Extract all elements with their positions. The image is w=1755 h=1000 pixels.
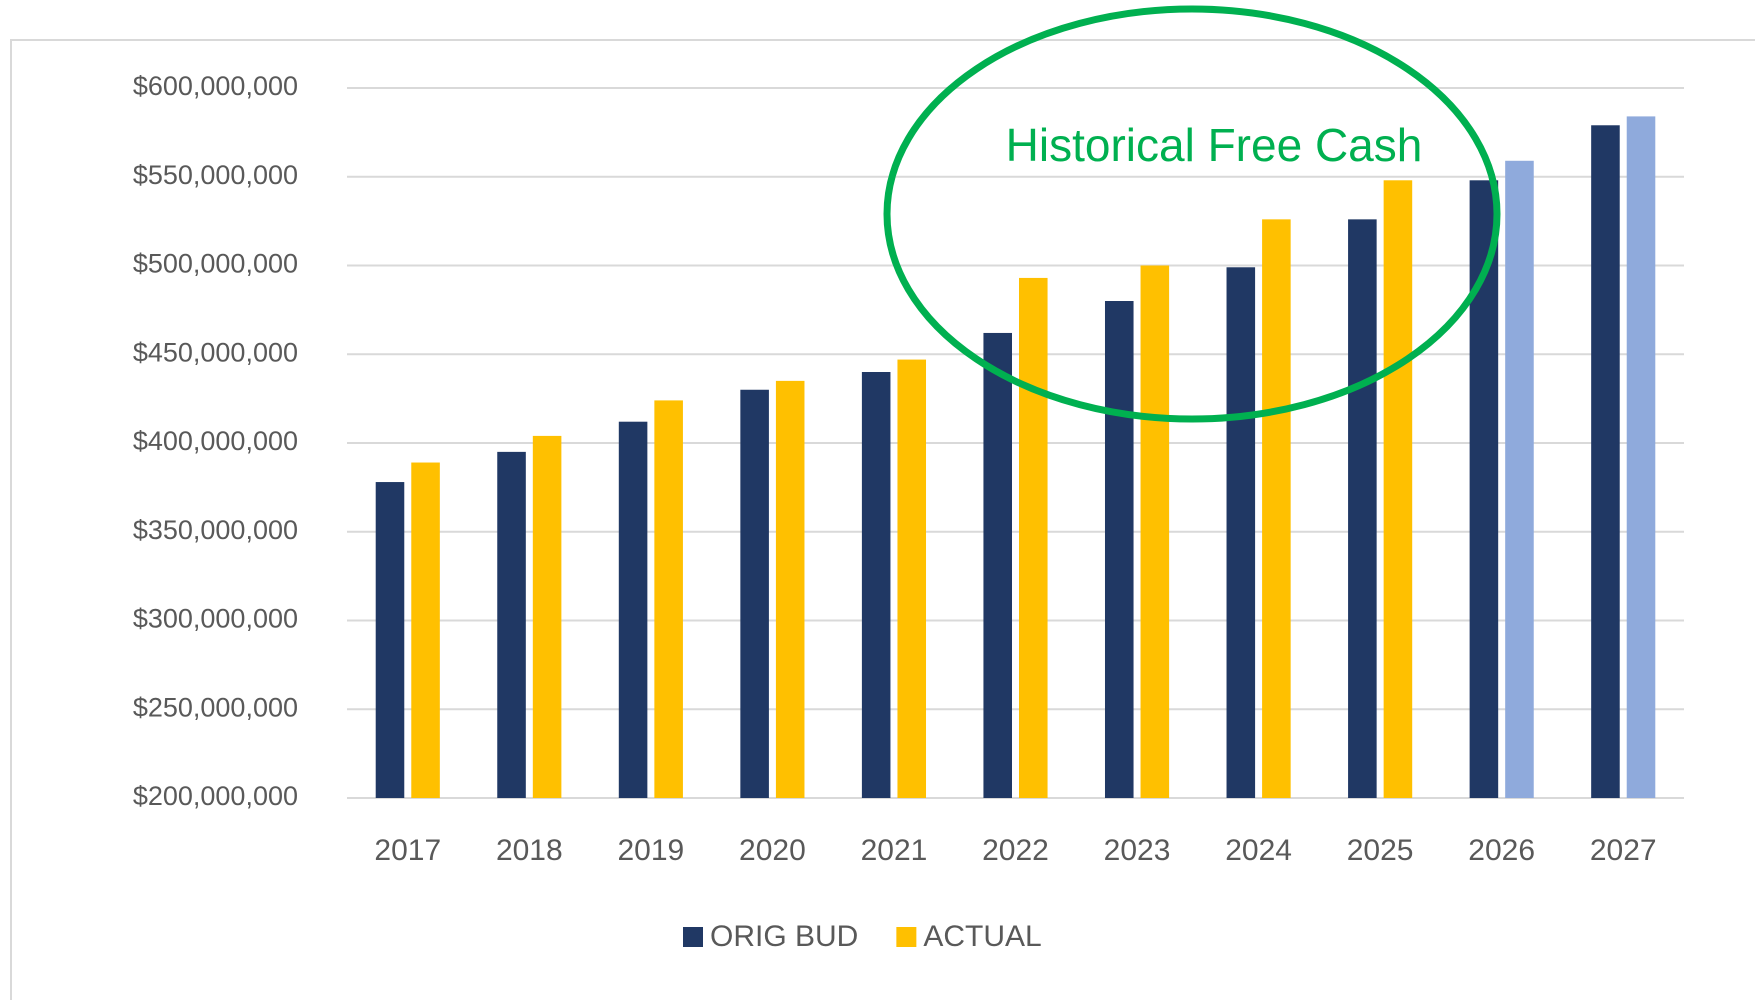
y-tick-label: $500,000,000 bbox=[133, 249, 298, 279]
bar bbox=[1383, 180, 1413, 799]
bar bbox=[1348, 219, 1377, 799]
legend-swatch bbox=[683, 927, 703, 947]
x-tick-label: 2023 bbox=[1104, 834, 1171, 867]
bar bbox=[411, 462, 440, 798]
bar bbox=[1019, 277, 1048, 798]
x-tick-label: 2022 bbox=[982, 834, 1049, 867]
bar bbox=[654, 400, 683, 798]
bar bbox=[1262, 219, 1291, 799]
bar bbox=[1140, 265, 1170, 798]
x-tick-label: 2018 bbox=[496, 834, 563, 867]
y-tick-label: $600,000,000 bbox=[133, 71, 298, 101]
bar bbox=[375, 482, 405, 798]
chart-frame bbox=[10, 39, 1755, 1000]
bar bbox=[740, 389, 769, 798]
bar bbox=[775, 380, 805, 798]
x-tick-label: 2019 bbox=[617, 834, 684, 867]
x-tick-label: 2020 bbox=[739, 834, 806, 867]
x-tick-label: 2027 bbox=[1590, 834, 1657, 867]
bar bbox=[897, 359, 927, 798]
bar bbox=[861, 372, 891, 798]
legend-label: ACTUAL bbox=[923, 920, 1041, 953]
y-tick-label: $450,000,000 bbox=[133, 337, 298, 367]
x-tick-label: 2026 bbox=[1468, 834, 1535, 867]
annotation-ellipse bbox=[883, 5, 1501, 423]
bar bbox=[1505, 160, 1534, 798]
legend-label: ORIG BUD bbox=[710, 920, 858, 953]
y-tick-label: $400,000,000 bbox=[133, 426, 298, 456]
legend-swatch bbox=[896, 927, 917, 947]
annotation: Historical Free Cash bbox=[1006, 119, 1423, 171]
bar bbox=[983, 332, 1012, 798]
bar bbox=[618, 421, 648, 798]
x-tick-label: 2017 bbox=[374, 834, 441, 867]
bar bbox=[1469, 180, 1499, 799]
bar bbox=[1591, 125, 1620, 798]
y-tick-label: $300,000,000 bbox=[133, 604, 298, 634]
bar bbox=[1226, 267, 1256, 798]
y-tick-label: $250,000,000 bbox=[133, 692, 298, 722]
bar bbox=[1104, 301, 1134, 798]
x-tick-label: 2021 bbox=[861, 834, 928, 867]
bar bbox=[532, 435, 562, 798]
y-tick-label: $350,000,000 bbox=[133, 515, 298, 545]
y-tick-label: $550,000,000 bbox=[133, 160, 298, 190]
x-tick-label: 2024 bbox=[1225, 834, 1292, 867]
bar bbox=[497, 451, 526, 798]
x-tick-label: 2025 bbox=[1347, 834, 1414, 867]
bar bbox=[1626, 116, 1656, 798]
y-tick-label: $200,000,000 bbox=[133, 781, 298, 811]
